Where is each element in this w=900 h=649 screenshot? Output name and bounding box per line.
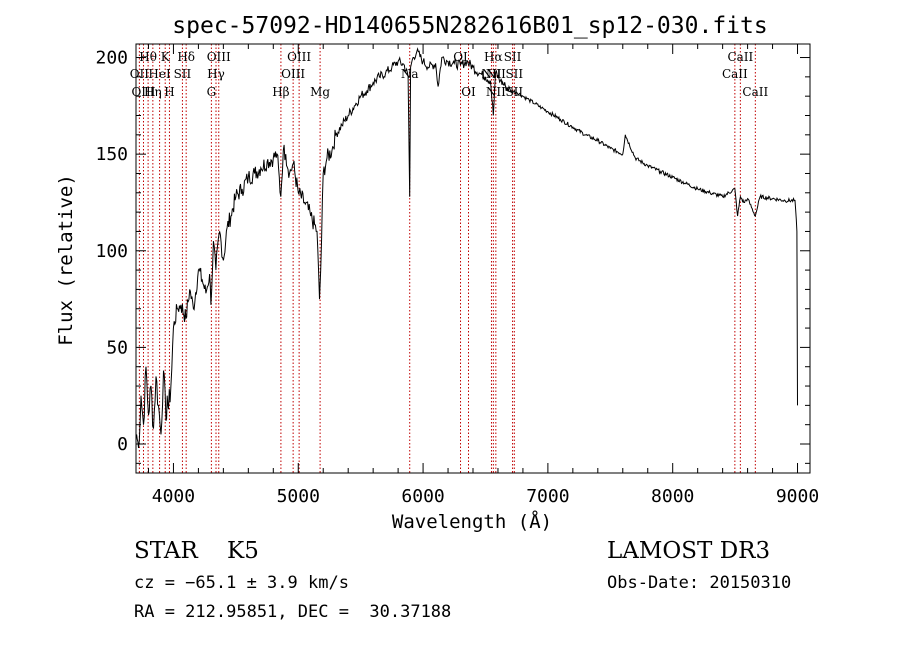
y-tick-label: 150: [95, 144, 128, 165]
x-tick-label: 5000: [277, 486, 320, 507]
spectral-line-label: NII: [486, 67, 506, 81]
x-tick-label: 9000: [776, 486, 819, 507]
y-axis-ticks: 0 50 100 150 200: [95, 48, 810, 464]
spectral-line-label: K: [161, 50, 171, 64]
y-tick-label: 200: [95, 48, 128, 69]
spectral-line-label: Hα: [484, 50, 503, 64]
spectral-line-label: NII: [481, 67, 501, 81]
emission-line-markers: [138, 44, 756, 473]
coordinates-line: RA = 212.95851, DEC = 30.37188: [134, 602, 452, 622]
x-axis-ticks: 4000 5000 6000 7000 8000 9000: [147, 44, 819, 507]
x-tick-label: 8000: [651, 486, 694, 507]
spectral-line-label: Hθ: [139, 50, 157, 64]
spectral-line-label: OIII: [131, 85, 155, 99]
plot-frame: [135, 43, 811, 474]
spectral-line-label: CaII: [727, 50, 753, 64]
spectral-line-label: HeI: [148, 67, 171, 81]
spectral-line-label: SII: [504, 50, 522, 64]
y-tick-label: 0: [117, 434, 128, 455]
spectrum-line: [136, 47, 798, 448]
y-tick-label: 100: [95, 241, 128, 262]
spectral-line-label: SII: [505, 67, 523, 81]
spectral-line-label: Hδ: [177, 50, 195, 64]
spectral-line-label: Hβ: [272, 85, 289, 99]
spectral-line-label: H: [164, 85, 174, 99]
x-tick-label: 4000: [152, 486, 195, 507]
spectral-line-label: NII: [486, 85, 506, 99]
x-tick-label: 6000: [401, 486, 444, 507]
spectral-line-label: G: [207, 85, 217, 99]
x-tick-label: 7000: [526, 486, 569, 507]
spectral-line-label: OIII: [287, 50, 311, 64]
spectral-line-label: SII: [174, 67, 192, 81]
y-axis-label: Flux (relative): [55, 174, 77, 346]
spectral-line-label: Na: [401, 67, 419, 81]
spectral-line-label: SII: [505, 85, 523, 99]
spectral-line-label: CaII: [722, 67, 748, 81]
spectral-line-label: OIII: [281, 67, 305, 81]
x-axis-label: Wavelength (Å): [392, 510, 552, 533]
spectral-line-label: OI: [461, 85, 476, 99]
survey-name: LAMOST DR3: [607, 538, 771, 564]
spectral-line-label: CaII: [742, 85, 768, 99]
chart-title: spec-57092-HD140655N282616B01_sp12-030.f…: [172, 13, 767, 39]
spectral-class: STAR K5: [134, 538, 259, 564]
spectral-line-label: Hγ: [207, 67, 225, 81]
spectral-line-label: Mg: [310, 85, 330, 99]
spectral-line-label: OIII: [207, 50, 231, 64]
spectral-line-label: Hη: [144, 85, 162, 99]
y-tick-label: 50: [106, 337, 128, 358]
redshift-line: cz = −65.1 ± 3.9 km/s: [134, 573, 349, 593]
spectral-line-label: OI: [453, 50, 468, 64]
obs-date: Obs-Date: 20150310: [607, 573, 792, 593]
spectral-line-label: OII: [130, 67, 150, 81]
